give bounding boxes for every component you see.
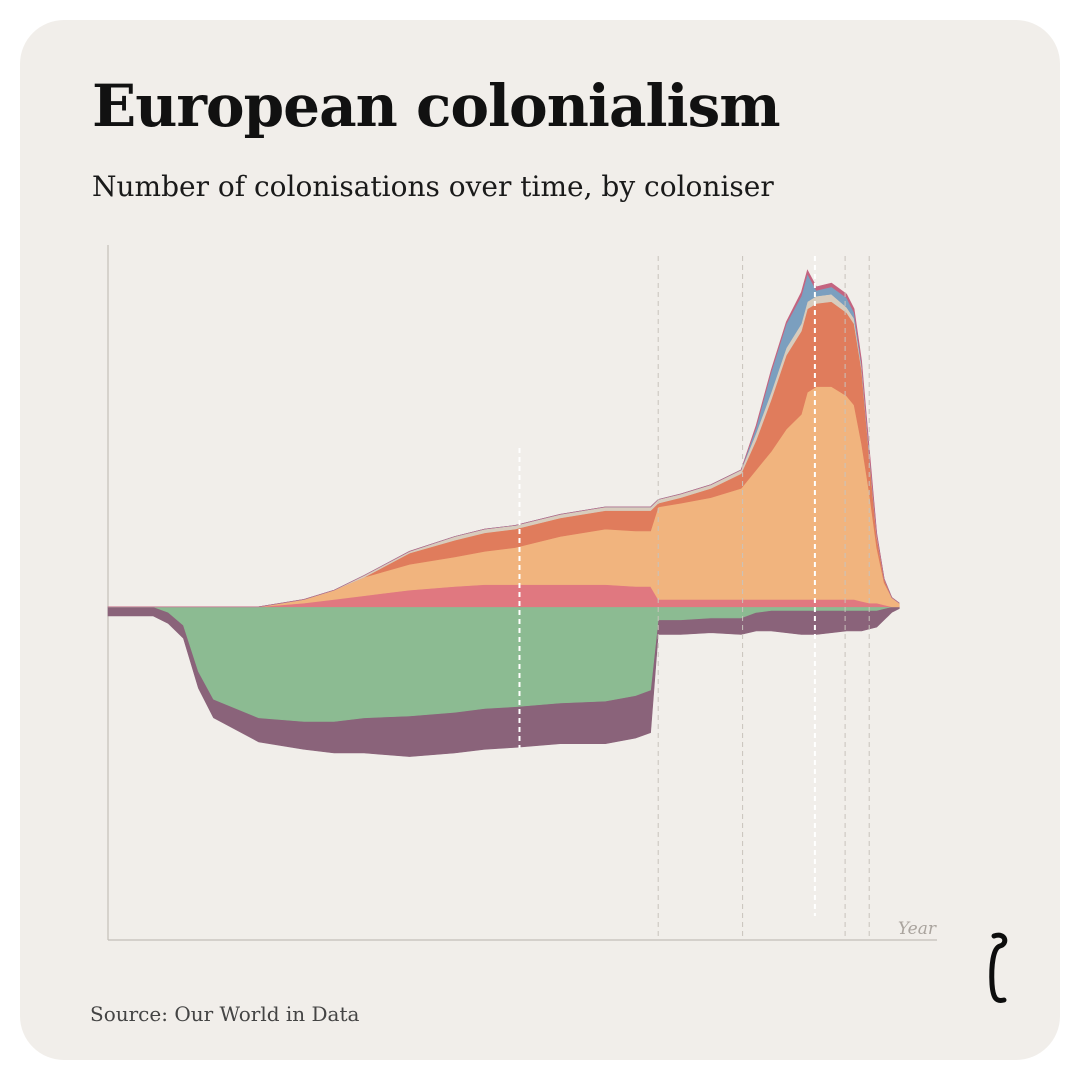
stream-layers (107, 269, 900, 757)
source-note: Source: Our World in Data (90, 1002, 360, 1026)
chart-title: European colonialism (92, 72, 781, 140)
streamgraph-chart: Year (107, 245, 937, 941)
brand-logo-icon (989, 932, 1008, 1003)
x-axis-label: Year (898, 919, 937, 939)
annotation-lines (518, 256, 870, 938)
layer-belgium (108, 269, 900, 608)
chart-card: European colonialism Number of colonisat… (20, 20, 1060, 1060)
chart-subtitle: Number of colonisations over time, by co… (92, 170, 774, 203)
